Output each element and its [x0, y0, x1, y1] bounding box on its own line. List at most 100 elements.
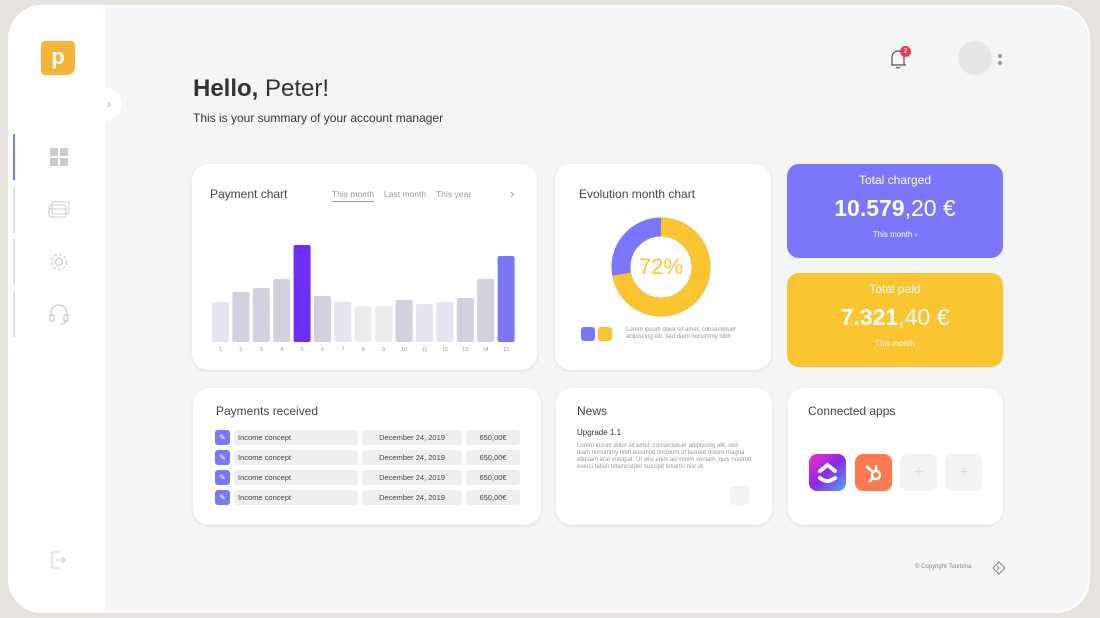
edit-icon[interactable]: ✎ [215, 470, 230, 485]
x-tick-label: 9 [382, 347, 385, 353]
bar-1[interactable] [212, 302, 229, 342]
x-tick-label: 3 [260, 347, 263, 353]
card-title: Connected apps [808, 404, 896, 418]
stat-value: 10.579,20 € [834, 195, 956, 221]
x-tick-label: 7 [341, 347, 344, 353]
x-tick-label: 12 [442, 347, 448, 353]
stat-title: Total charged [858, 173, 932, 187]
card-title: Evolution month chart [579, 187, 696, 201]
bar-8[interactable] [354, 306, 372, 342]
hubspot-app-icon[interactable] [855, 454, 892, 491]
concept-cell: Income concept [234, 430, 358, 445]
greeting-title: Hello, Peter! [193, 75, 329, 103]
amount-cell: 650,00€ [466, 490, 520, 505]
bar-7[interactable] [334, 302, 352, 342]
sidebar-item-support[interactable] [13, 291, 103, 337]
sidebar-item-dashboard[interactable] [13, 134, 103, 180]
x-tick-label: 4 [280, 347, 283, 353]
legend-swatch-yellow [598, 327, 612, 341]
x-tick-label: 6 [321, 347, 324, 353]
clickup-app-icon[interactable] [809, 454, 846, 491]
news-action-button[interactable] [730, 486, 749, 505]
card-title: Payment chart [210, 187, 288, 201]
news-body: Lorem ipsum dolor sit amet, consectetuer… [577, 443, 752, 470]
donut-chart [611, 217, 711, 317]
x-tick-label: 5 [301, 347, 304, 353]
logout-icon[interactable] [50, 550, 66, 570]
brand-mark-icon [992, 561, 1006, 575]
more-menu-button[interactable] [998, 54, 1002, 66]
legend-swatch-purple [581, 327, 595, 341]
stat-period-link[interactable]: This month › [872, 230, 918, 239]
donut-progress [611, 217, 711, 317]
sidebar: p [10, 7, 105, 611]
bar-13[interactable] [456, 298, 474, 342]
stat-title: Total paid [869, 282, 921, 296]
add-app-button[interactable]: + [945, 454, 982, 491]
x-tick-label: 8 [362, 347, 365, 353]
bar-14[interactable] [477, 279, 495, 342]
bar-10[interactable] [395, 300, 413, 342]
date-cell: December 24, 2019 [362, 490, 462, 505]
edit-icon[interactable]: ✎ [215, 450, 230, 465]
bar-3[interactable] [252, 288, 270, 342]
greeting-subtitle: This is your summary of your account man… [193, 111, 444, 125]
total-paid-card: Total paid 7.321,40 € This month [787, 273, 1003, 367]
table-row[interactable]: ✎ Income concept December 24, 2019 650,00€ [215, 450, 520, 465]
amount-cell: 650,00€ [466, 430, 520, 445]
amount-cell: 650,00€ [466, 470, 520, 485]
add-app-button[interactable]: + [900, 454, 937, 491]
concept-cell: Income concept [234, 470, 358, 485]
bar-2[interactable] [232, 292, 250, 342]
concept-cell: Income concept [234, 450, 358, 465]
date-cell: December 24, 2019 [362, 450, 462, 465]
tab-this-month[interactable]: This month [332, 189, 375, 202]
credit-card-icon [48, 201, 70, 218]
x-tick-label: 14 [483, 347, 489, 353]
bar-11[interactable] [416, 304, 433, 342]
edit-icon[interactable]: ✎ [215, 430, 230, 445]
grid-icon [50, 148, 68, 166]
expand-sidebar-button[interactable]: › [96, 87, 122, 121]
x-tick-label: 1 [219, 347, 222, 353]
date-cell: December 24, 2019 [362, 430, 462, 445]
bar-6[interactable] [314, 296, 331, 342]
tab-last-month[interactable]: Last month [384, 189, 427, 199]
bar-5[interactable] [293, 245, 311, 342]
next-period-button[interactable]: › [510, 186, 515, 201]
payment-bar-chart: 1 2 3 4 5 6 7 8 9 10 11 12 13 14 15 [212, 245, 515, 353]
total-charged-card: Total charged 10.579,20 € This month › [787, 164, 1003, 258]
evolution-chart-card: Evolution month chart 72% Lorem ipsum do… [555, 164, 771, 370]
legend-text: Lorem ipsum dolor sit amet, consectetuer… [626, 327, 737, 340]
bar-4[interactable] [273, 279, 291, 342]
table-row[interactable]: ✎ Income concept December 24, 2019 650,00€ [215, 430, 520, 445]
x-tick-label: 10 [401, 347, 407, 353]
edit-icon[interactable]: ✎ [215, 490, 230, 505]
bell-icon[interactable] [888, 47, 910, 71]
stat-value: 7.321,40 € [840, 304, 950, 330]
date-cell: December 24, 2019 [362, 470, 462, 485]
donut-percent: 72% [638, 254, 684, 279]
x-tick-label: 11 [422, 347, 428, 353]
bar-15[interactable] [497, 256, 515, 342]
avatar[interactable] [958, 41, 992, 75]
logo: p [41, 41, 75, 75]
bar-9[interactable] [375, 306, 393, 342]
payment-chart-card: Payment chart This month Last month This… [192, 164, 537, 370]
gear-icon [50, 253, 68, 271]
tab-this-year[interactable]: This year [436, 189, 472, 199]
table-row[interactable]: ✎ Income concept December 24, 2019 650,00€ [215, 470, 520, 485]
card-title: News [577, 404, 608, 418]
notification-badge: 2 [900, 46, 911, 57]
sidebar-item-settings[interactable] [13, 239, 103, 285]
news-card: News Upgrade 1.1 Lorem ipsum dolor sit a… [556, 388, 772, 525]
x-tick-label: 15 [503, 347, 509, 353]
copyright: © Copyright Tourbina [915, 564, 972, 570]
sidebar-item-cards[interactable] [13, 187, 103, 233]
bar-12[interactable] [436, 302, 454, 342]
stat-period: This month [875, 339, 915, 348]
connected-apps-card: Connected apps + + [788, 388, 1003, 525]
greeting-hello: Hello, [193, 75, 259, 102]
app-frame: p › 2 Hello, Peter! This is your summary… [8, 5, 1090, 613]
table-row[interactable]: ✎ Income concept December 24, 2019 650,00€ [215, 490, 520, 505]
